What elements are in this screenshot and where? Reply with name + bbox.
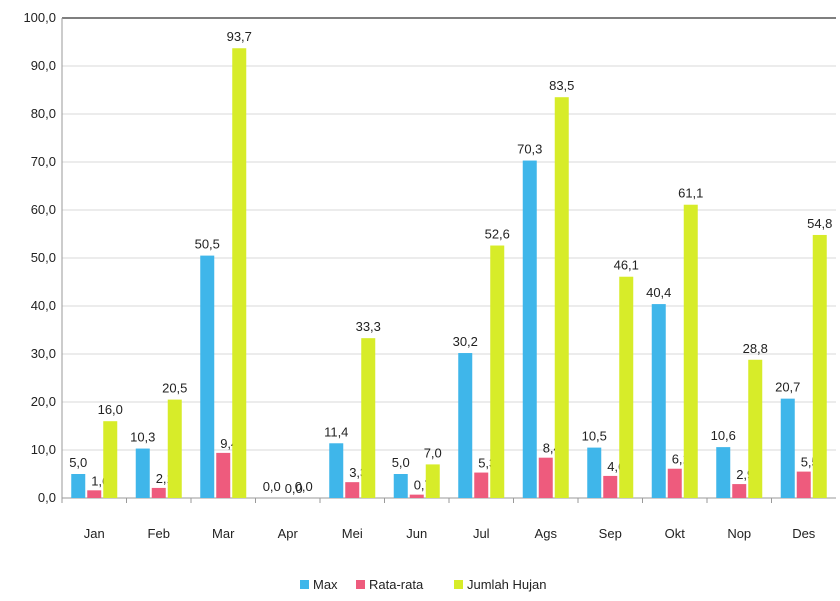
x-category-label: Apr: [278, 526, 299, 541]
bar-jumlah-hujan: [232, 48, 247, 499]
x-category-label: Feb: [148, 526, 170, 541]
x-category-label: Okt: [665, 526, 686, 541]
legend-swatch: [356, 580, 365, 589]
y-tick-label: 40,0: [31, 298, 56, 313]
bar-rata-rata: [87, 490, 102, 498]
data-label: 10,5: [582, 429, 607, 444]
data-label: 40,4: [646, 285, 671, 300]
bar-rata-rata: [667, 468, 682, 498]
bar-jumlah-hujan: [490, 245, 505, 498]
x-category-label: Ags: [535, 526, 558, 541]
bar-jumlah-hujan: [167, 399, 182, 498]
legend-label: Max: [313, 577, 338, 592]
bar-jumlah-hujan: [361, 338, 376, 498]
data-label: 5,0: [69, 455, 87, 470]
data-label: 83,5: [549, 78, 574, 93]
y-tick-label: 30,0: [31, 346, 56, 361]
bar-max: [458, 353, 473, 498]
y-tick-label: 50,0: [31, 250, 56, 265]
bar-jumlah-hujan: [748, 359, 763, 498]
y-tick-label: 60,0: [31, 202, 56, 217]
bar-max: [651, 304, 666, 498]
data-label: 93,7: [227, 29, 252, 44]
y-tick-label: 20,0: [31, 394, 56, 409]
bar-max: [393, 474, 408, 498]
legend-label: Rata-rata: [369, 577, 424, 592]
x-category-label: Mar: [212, 526, 235, 541]
y-tick-label: 90,0: [31, 58, 56, 73]
y-tick-label: 80,0: [31, 106, 56, 121]
data-label: 0,0: [285, 481, 303, 496]
data-label: 52,6: [485, 227, 510, 242]
bar-jumlah-hujan: [554, 97, 569, 498]
data-label: 54,8: [807, 216, 832, 231]
data-label: 46,1: [614, 258, 639, 273]
bar-max: [135, 448, 150, 498]
bar-jumlah-hujan: [812, 234, 827, 498]
bar-max: [329, 443, 344, 498]
data-label: 20,7: [775, 380, 800, 395]
data-label: 30,2: [453, 334, 478, 349]
bar-jumlah-hujan: [619, 276, 634, 498]
data-label: 33,3: [356, 319, 381, 334]
data-label: 10,3: [130, 430, 155, 445]
data-label: 0,0: [263, 479, 281, 494]
bar-max: [522, 160, 537, 498]
bar-max: [71, 474, 86, 498]
data-label: 20,5: [162, 381, 187, 396]
x-category-label: Jul: [473, 526, 490, 541]
bar-rata-rata: [474, 472, 489, 498]
data-label: 50,5: [195, 237, 220, 252]
bar-rata-rata: [345, 482, 360, 498]
bar-jumlah-hujan: [103, 421, 118, 498]
data-label: 11,4: [324, 424, 348, 439]
x-category-label: Nop: [727, 526, 751, 541]
bar-max: [587, 447, 602, 498]
bar-rata-rata: [796, 471, 811, 498]
bar-rata-rata: [151, 487, 166, 498]
bar-rata-rata: [216, 452, 231, 498]
bar-rata-rata: [409, 494, 424, 498]
data-label: 7,0: [424, 445, 442, 460]
bar-jumlah-hujan: [683, 204, 698, 498]
bar-rata-rata: [732, 484, 747, 498]
x-category-label: Sep: [599, 526, 622, 541]
x-category-label: Jan: [84, 526, 105, 541]
data-label: 28,8: [743, 341, 768, 356]
bar-rata-rata: [603, 475, 618, 498]
y-tick-label: 0,0: [38, 490, 56, 505]
bar-max: [780, 398, 795, 498]
bar-max: [200, 255, 215, 498]
data-label: 61,1: [678, 186, 703, 201]
data-label: 0,0: [295, 479, 313, 494]
y-tick-label: 100,0: [23, 10, 56, 25]
x-category-label: Des: [792, 526, 816, 541]
data-label: 10,6: [711, 428, 736, 443]
data-label: 5,0: [392, 455, 410, 470]
legend-swatch: [300, 580, 309, 589]
x-category-label: Jun: [406, 526, 427, 541]
legend-label: Jumlah Hujan: [467, 577, 547, 592]
legend-swatch: [454, 580, 463, 589]
y-tick-label: 10,0: [31, 442, 56, 457]
bar-rata-rata: [538, 457, 553, 498]
x-category-label: Mei: [342, 526, 363, 541]
y-tick-label: 70,0: [31, 154, 56, 169]
bar-jumlah-hujan: [425, 464, 440, 498]
bar-max: [716, 447, 731, 498]
data-label: 16,0: [98, 402, 123, 417]
data-label: 70,3: [517, 142, 542, 157]
